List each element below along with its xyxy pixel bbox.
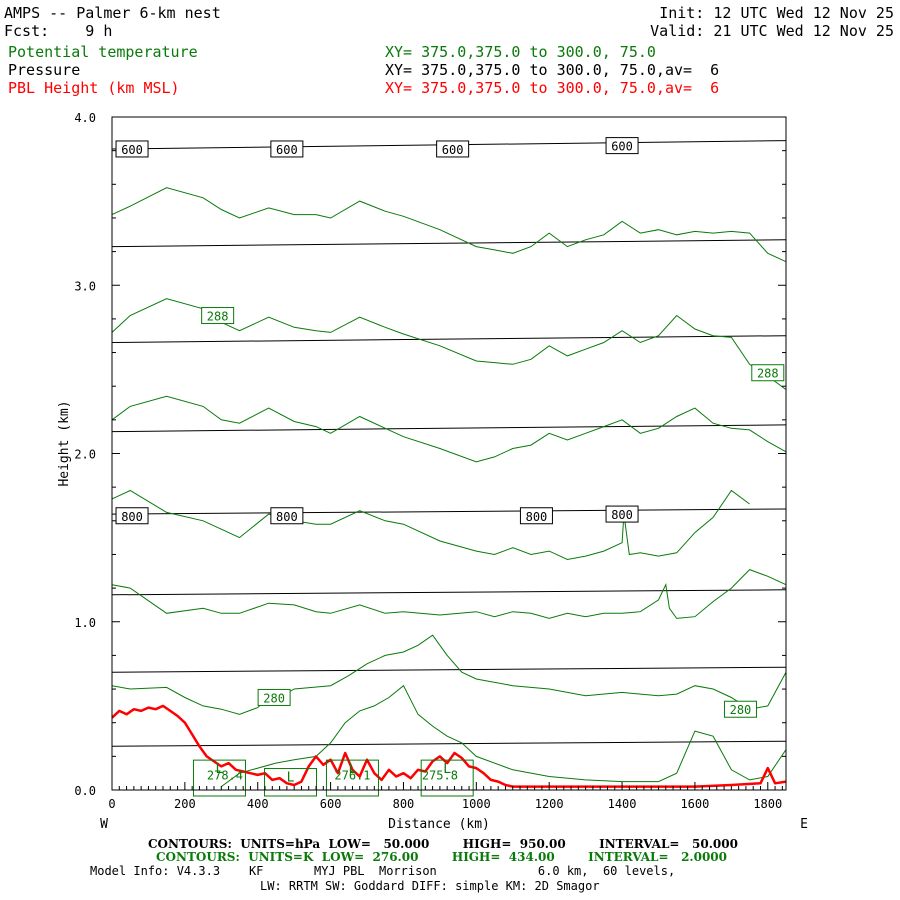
y-axis-label: Height (km) [57,400,72,486]
x-tick-label-2: 400 [247,797,269,811]
model-info: Model Info: V4.3.3 KF MYJ PBL Morrison 6… [90,864,676,878]
pressure-label-2: 600 [442,143,464,157]
pressure-label-5: 800 [276,510,298,524]
theta-label-5: 276.1 [334,769,370,783]
pressure-contour-1 [111,239,787,248]
theta-label-4: 278.4 [207,769,243,783]
pressure-contour-4 [111,508,787,515]
pressure-contour-3 [111,424,787,433]
theta-contour-6 [221,684,787,788]
physics-info: LW: RRTM SW: Goddard DIFF: simple KM: 2D… [260,879,600,893]
theta-contour-3 [111,489,750,561]
theta-label-0-box [201,307,235,325]
theta-label-3: 280 [730,703,752,717]
pressure-label-6-box [519,507,553,525]
x-tick-label-5: 1000 [462,797,491,811]
x-tick-label-0: 0 [108,797,115,811]
field1-xy: XY= 375.0,375.0 to 300.0, 75.0 [385,43,656,61]
pressure-label-0: 600 [121,143,143,157]
pressure-contour-2 [111,335,787,343]
theta-contour-5 [111,634,787,715]
pressure-label-6: 800 [526,510,548,524]
pressure-label-3: 600 [611,140,633,154]
pressure-label-7-box [605,505,639,523]
pressure-contour-info: CONTOURS: UNITS=hPa LOW= 50.000 HIGH= 95… [148,837,738,851]
low-marker-box-2 [325,759,379,797]
y-tick-label-2: 2.0 [74,448,96,462]
low-marker-2: L [349,762,357,777]
chart-title: AMPS -- Palmer 6-km nest [4,4,221,22]
theta-label-3-box [723,700,757,718]
x-tick-label-6: 1200 [535,797,564,811]
pressure-label-4-box [115,507,149,525]
y-tick-label-4: 4.0 [74,111,96,125]
low-marker-3: L [443,762,451,777]
theta-label-2-box [257,688,291,706]
x-tick-label-3: 600 [320,797,342,811]
west-label: W [100,817,108,832]
pressure-label-1: 600 [276,143,298,157]
pressure-label-7: 800 [611,508,633,522]
pressure-contour-5 [111,589,787,596]
pressure-label-1-box [270,140,304,158]
pressure-label-0-box [115,140,149,158]
pressure-label-4: 800 [121,510,143,524]
theta-contour-2 [111,395,787,463]
pressure-label-3-box [605,137,639,155]
field1-name: Potential temperature [8,43,198,61]
field2-xy: XY= 375.0,375.0 to 300.0, 75.0,av= 6 [385,61,720,79]
low-marker-1: L [287,771,295,786]
pressure-label-5-box [270,507,304,525]
pressure-label-2-box [436,140,470,158]
low-marker-box-1 [264,768,318,797]
pressure-contour-6 [111,666,787,673]
valid-time: Valid: 21 UTC Wed 12 Nov 25 [650,22,894,40]
pressure-contour-7 [111,740,787,747]
x-tick-label-4: 800 [393,797,415,811]
y-tick-label-0: 0.0 [74,784,96,798]
theta-label-1-box [751,364,785,382]
init-time: Init: 12 UTC Wed 12 Nov 25 [659,4,894,22]
theta-label-6: 275.8 [422,769,458,783]
y-tick-label-3: 3.0 [74,279,96,293]
field2-name: Pressure [8,61,81,79]
plot-frame [111,116,787,791]
y-tick-label-1: 1.0 [74,616,96,630]
x-tick-label-9: 1800 [753,797,782,811]
field3-name: PBL Height (km MSL) [8,79,180,97]
x-tick-label-8: 1600 [680,797,709,811]
theta-label-0: 288 [207,310,229,324]
field3-xy: XY= 375.0,375.0 to 300.0, 75.0,av= 6 [385,79,720,97]
theta-label-2: 280 [263,691,285,705]
theta-contour-info: CONTOURS: UNITS=K LOW= 276.00 HIGH= 434.… [156,850,727,864]
x-axis-label: Distance (km) [388,817,490,832]
low-marker-box-0 [192,759,246,797]
low-marker-box-3 [420,759,474,797]
x-tick-label-1: 200 [174,797,196,811]
theta-label-1: 288 [757,367,779,381]
low-marker-0: L [216,762,224,777]
theta-contour-4 [111,569,787,619]
theta-contour-0 [111,187,787,263]
forecast-hour: Fcst: 9 h [4,22,113,40]
east-label: E [800,817,808,832]
x-tick-label-7: 1400 [608,797,637,811]
theta-contour-1 [111,298,787,391]
